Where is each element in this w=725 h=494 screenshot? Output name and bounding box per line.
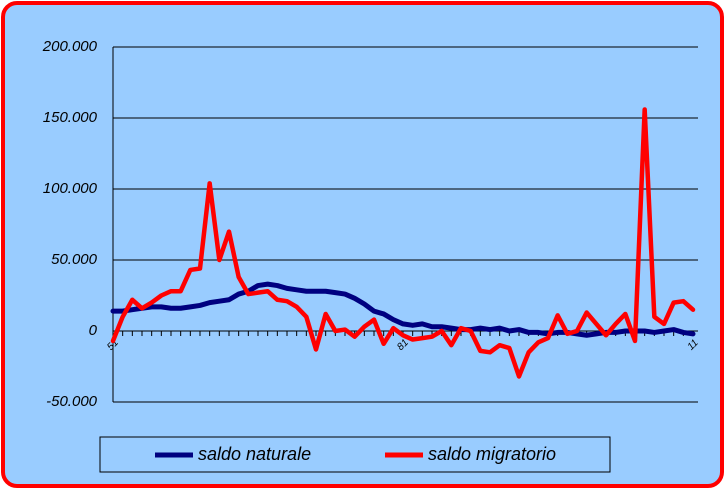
y-tick-label: 50.000 (51, 251, 98, 268)
y-tick-label: 100.000 (43, 180, 98, 197)
series-line (110, 281, 696, 338)
y-tick-label: 150.000 (43, 109, 98, 126)
y-tick-label: 0 (89, 322, 98, 339)
y-tick-label: -50.000 (46, 393, 98, 410)
legend-label: saldo naturale (198, 444, 311, 464)
y-tick-label: 200.000 (42, 38, 98, 55)
legend-label: saldo migratorio (428, 444, 556, 464)
series-line (110, 107, 696, 379)
